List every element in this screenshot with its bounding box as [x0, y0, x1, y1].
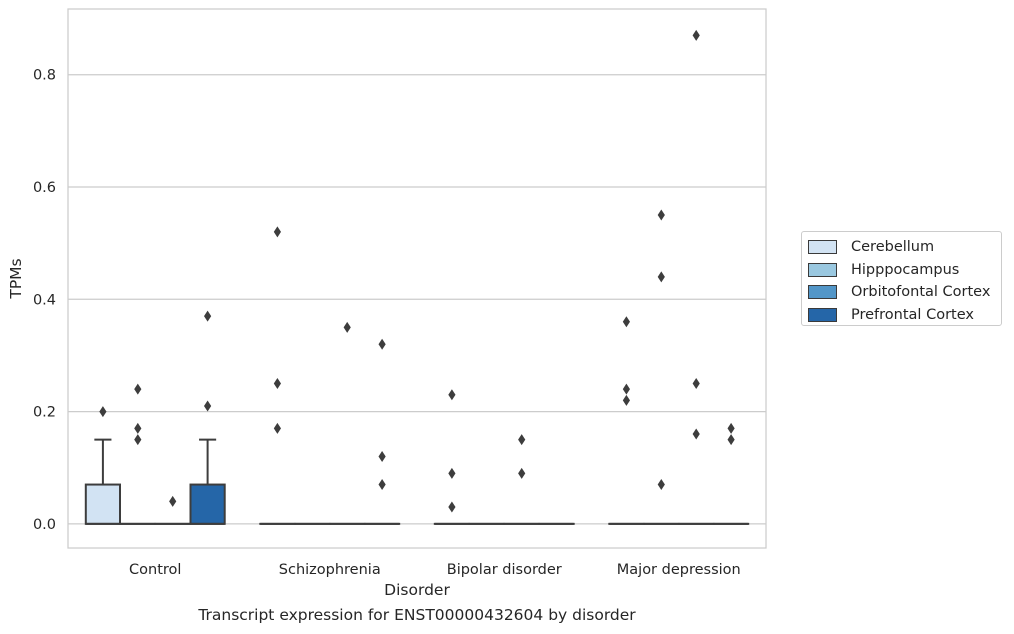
legend-swatch — [808, 240, 837, 255]
outlier-point — [518, 434, 526, 446]
x-tick-labels: Control Schizophrenia Bipolar disorder Majo… — [129, 562, 741, 578]
outlier-point — [518, 467, 526, 479]
outlier-point — [622, 383, 630, 395]
plot-frame — [67, 8, 767, 549]
box-group — [643, 209, 680, 525]
outlier-point — [204, 400, 212, 412]
x-tick-label: Schizophrenia — [279, 562, 381, 578]
box-group — [678, 29, 715, 525]
outlier-point — [448, 501, 456, 513]
outlier-point — [134, 434, 142, 446]
legend-item: Orbitofontal Cortex — [808, 281, 1001, 304]
legend-swatch — [808, 307, 837, 322]
outlier-point — [448, 389, 456, 401]
outlier-point — [657, 479, 665, 491]
box — [189, 483, 226, 525]
y-tick-labels: 0.0 0.2 0.4 0.6 0.8 — [33, 68, 56, 533]
outlier-point — [343, 321, 351, 333]
outlier-point — [134, 422, 142, 434]
outlier-point — [99, 406, 107, 418]
y-axis-label: TPMs — [7, 258, 25, 299]
box-group — [503, 434, 540, 525]
outlier-point — [169, 495, 177, 507]
outlier-point — [692, 29, 700, 41]
outlier-point — [448, 467, 456, 479]
box — [84, 483, 122, 525]
x-tick-label: Major depression — [617, 562, 741, 578]
box-group — [712, 422, 750, 525]
outlier-point — [273, 422, 281, 434]
x-tick-label: Control — [129, 562, 181, 578]
box-group — [189, 310, 226, 525]
box-group — [259, 226, 296, 525]
box-group — [433, 389, 471, 525]
outlier-point — [378, 479, 386, 491]
legend-label: Orbitofontal Cortex — [851, 284, 991, 301]
y-tick-label: 0.8 — [33, 68, 56, 84]
box-group — [84, 406, 122, 525]
outlier-point — [273, 226, 281, 238]
y-tick-label: 0.2 — [33, 405, 56, 421]
y-tick-label: 0.6 — [33, 180, 56, 196]
plot-marks — [84, 29, 750, 525]
y-tick-label: 0.4 — [33, 292, 56, 308]
outlier-point — [657, 209, 665, 221]
outlier-point — [657, 271, 665, 283]
legend: Cerebellum Hipppocampus Orbitofontal Corte… — [801, 231, 1002, 326]
grid-lines — [68, 74, 766, 525]
outlier-point — [727, 422, 735, 434]
y-tick-label: 0.0 — [33, 517, 56, 533]
box-group — [329, 321, 366, 525]
legend-item: Cerebellum — [808, 236, 1001, 259]
outlier-point — [378, 450, 386, 462]
x-axis-label: Disorder — [384, 581, 450, 599]
outlier-point — [378, 338, 386, 350]
legend-item: Prefrontal Cortex — [808, 304, 1001, 327]
outlier-point — [622, 316, 630, 328]
x-tick-label: Bipolar disorder — [447, 562, 562, 578]
outlier-point — [692, 377, 700, 389]
box-group — [363, 338, 401, 525]
outlier-point — [622, 394, 630, 406]
outlier-point — [727, 434, 735, 446]
legend-swatch — [808, 285, 837, 300]
legend-label: Hipppocampus — [851, 261, 960, 278]
outlier-point — [204, 310, 212, 322]
legend-swatch — [808, 262, 837, 277]
outlier-point — [273, 377, 281, 389]
chart-caption: Transcript expression for ENST0000043260… — [198, 606, 636, 624]
box-group — [608, 316, 645, 525]
outlier-point — [134, 383, 142, 395]
box-group — [119, 383, 156, 525]
legend-label: Cerebellum — [851, 239, 935, 256]
legend-item: Hipppocampus — [808, 259, 1001, 282]
outlier-point — [692, 428, 700, 440]
legend-label: Prefrontal Cortex — [851, 306, 974, 323]
box-group — [154, 495, 191, 525]
